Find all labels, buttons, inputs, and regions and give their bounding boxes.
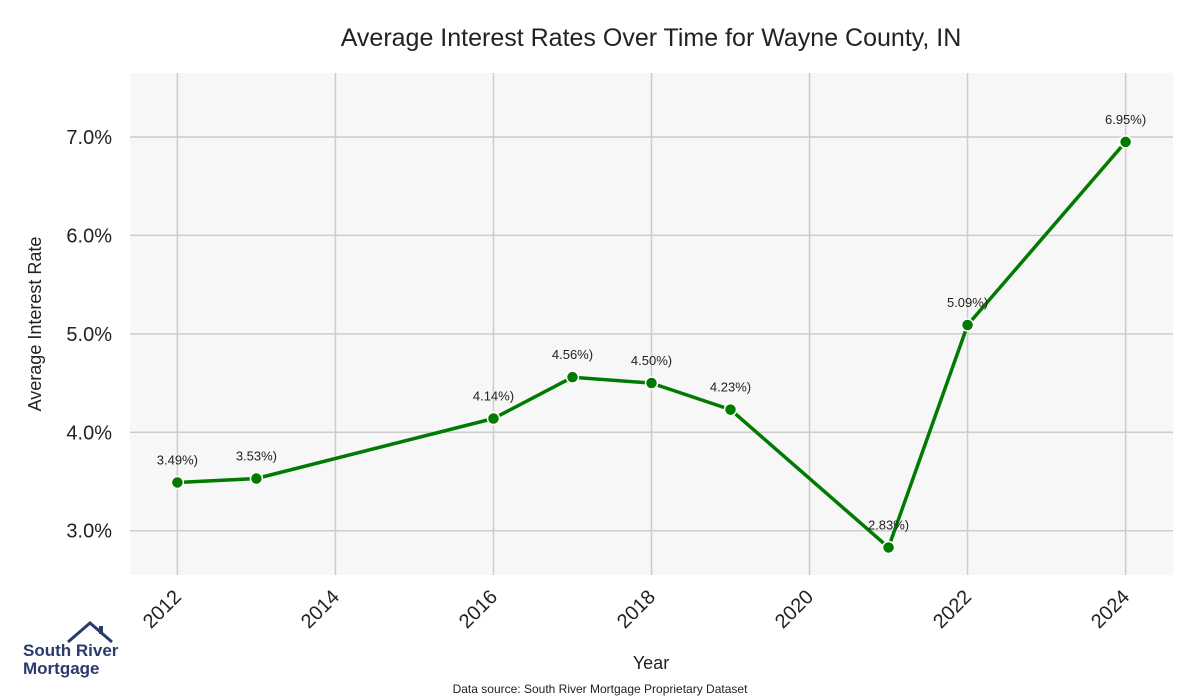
data-point [723, 402, 738, 417]
x-axis-ticks: 2012 2014 2016 2018 2020 2022 2024 [139, 586, 1134, 633]
data-point [960, 318, 975, 332]
x-tick-label: 2012 [139, 586, 186, 633]
y-axis-ticks: 3.0% 4.0% 5.0% 6.0% 7.0% [66, 127, 112, 543]
data-point [1118, 135, 1133, 149]
data-points [170, 135, 1133, 555]
chart-title: Average Interest Rates Over Time for Way… [341, 24, 962, 52]
data-label: 6.95%) [1105, 112, 1146, 127]
x-tick-label: 2018 [613, 586, 660, 633]
data-label: 4.23%) [710, 380, 751, 395]
logo-text-line2: Mortgage [23, 659, 100, 678]
data-point [565, 370, 580, 384]
data-label: 3.49%) [157, 452, 198, 467]
y-tick-label: 5.0% [66, 324, 112, 346]
data-point [170, 475, 185, 490]
y-tick-label: 4.0% [66, 422, 112, 444]
house-roof-icon [67, 621, 113, 644]
y-tick-label: 3.0% [66, 521, 112, 543]
x-tick-label: 2016 [455, 586, 502, 633]
y-tick-label: 7.0% [66, 127, 112, 149]
x-tick-label: 2014 [297, 586, 344, 633]
data-label: 4.14%) [473, 388, 514, 403]
data-point [881, 540, 896, 555]
y-axis-label: Average Interest Rate [25, 237, 45, 412]
south-river-mortgage-logo: South River Mortgage [20, 620, 120, 680]
data-point [249, 471, 264, 486]
data-label: 2.83%) [868, 517, 909, 532]
logo-text-line1: South River [23, 641, 119, 660]
y-tick-label: 6.0% [66, 225, 112, 247]
x-axis-label: Year [633, 653, 669, 673]
data-point [644, 376, 659, 390]
data-label: 3.53%) [236, 449, 277, 464]
data-label: 4.50%) [631, 353, 672, 368]
data-labels: 3.49%) 3.53%) 4.14%) 4.56%) 4.50%) 4.23%) 2.83… [157, 112, 1146, 533]
data-source-note: Data source: South River Mortgage Propri… [453, 682, 748, 696]
x-tick-label: 2020 [771, 586, 818, 633]
data-label: 4.56%) [552, 347, 593, 362]
data-point [486, 411, 501, 426]
x-tick-label: 2024 [1087, 586, 1134, 633]
data-label: 5.09%) [947, 295, 988, 310]
x-tick-label: 2022 [929, 586, 976, 633]
